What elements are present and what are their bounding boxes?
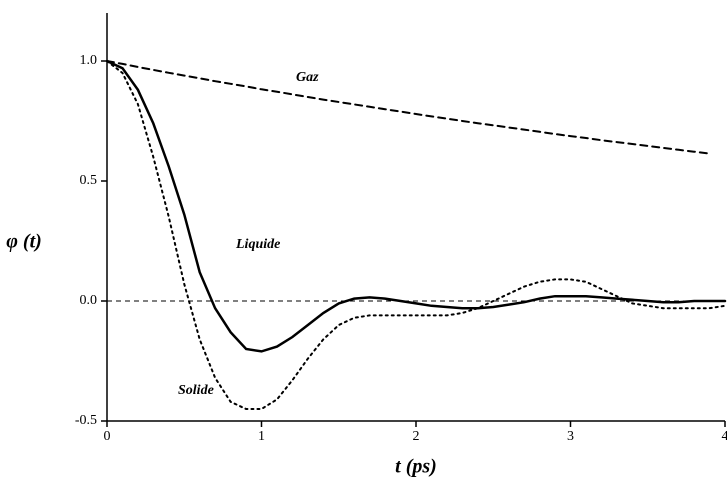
y-tick-label: 1.0 <box>80 53 98 68</box>
x-tick-label: 0 <box>104 429 111 444</box>
y-tick-label: -0.5 <box>75 413 97 428</box>
x-axis-label: t (ps) <box>395 456 437 478</box>
y-axis-label: φ (t) <box>6 231 42 253</box>
series-line <box>106 60 726 410</box>
x-tick-label: 2 <box>413 429 420 444</box>
x-tick-label: 4 <box>722 429 727 444</box>
x-tick-label: 3 <box>567 429 574 444</box>
series-label: Solide <box>178 383 214 398</box>
series-label: Gaz <box>296 70 319 85</box>
series-label: Liquide <box>235 237 280 252</box>
y-tick-label: 0.5 <box>80 173 98 188</box>
y-tick-label: 0.0 <box>80 293 98 308</box>
series-line <box>105 59 727 353</box>
series-line <box>106 60 711 155</box>
x-tick-label: 1 <box>258 429 265 444</box>
